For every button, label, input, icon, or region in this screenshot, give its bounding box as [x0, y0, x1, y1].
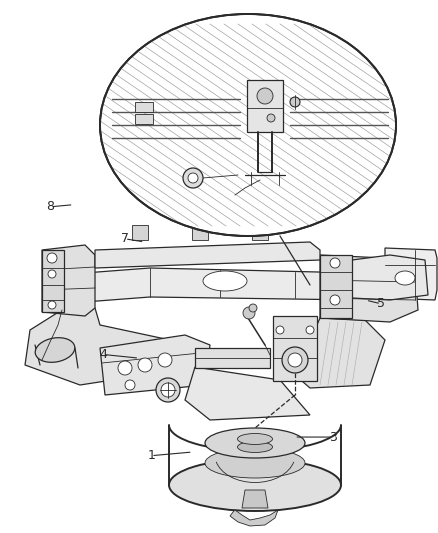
Ellipse shape — [237, 433, 272, 445]
Circle shape — [161, 383, 175, 397]
Polygon shape — [352, 255, 428, 300]
Circle shape — [288, 353, 302, 367]
Bar — [135, 102, 153, 112]
Circle shape — [282, 347, 308, 373]
Polygon shape — [192, 225, 208, 240]
Circle shape — [48, 270, 56, 278]
Polygon shape — [100, 335, 210, 395]
Polygon shape — [230, 510, 278, 526]
Ellipse shape — [205, 448, 305, 478]
Polygon shape — [42, 245, 95, 316]
Circle shape — [188, 173, 198, 183]
Text: 8: 8 — [46, 200, 54, 213]
Text: 7: 7 — [121, 232, 129, 245]
Circle shape — [118, 361, 132, 375]
Circle shape — [330, 258, 340, 268]
Text: 1: 1 — [147, 449, 155, 462]
Circle shape — [306, 326, 314, 334]
Ellipse shape — [237, 441, 272, 453]
Ellipse shape — [203, 271, 247, 291]
Polygon shape — [45, 268, 390, 305]
Ellipse shape — [100, 14, 396, 236]
Polygon shape — [385, 248, 437, 300]
Circle shape — [243, 307, 255, 319]
Circle shape — [183, 168, 203, 188]
Polygon shape — [185, 367, 310, 420]
Circle shape — [330, 295, 340, 305]
Circle shape — [138, 358, 152, 372]
Text: 4: 4 — [99, 348, 107, 361]
Text: 3: 3 — [329, 431, 337, 443]
Circle shape — [47, 253, 57, 263]
Ellipse shape — [169, 459, 341, 511]
Circle shape — [125, 380, 135, 390]
Bar — [135, 114, 153, 124]
Ellipse shape — [395, 271, 415, 285]
Ellipse shape — [35, 338, 75, 362]
Circle shape — [156, 378, 180, 402]
Polygon shape — [252, 225, 268, 240]
Polygon shape — [320, 255, 418, 322]
Bar — [247, 80, 283, 132]
Circle shape — [158, 353, 172, 367]
Polygon shape — [95, 242, 320, 268]
Bar — [273, 316, 317, 381]
Circle shape — [249, 304, 257, 312]
Polygon shape — [295, 318, 385, 388]
Text: 5: 5 — [377, 297, 385, 310]
Ellipse shape — [205, 428, 305, 458]
Polygon shape — [132, 225, 148, 240]
Circle shape — [267, 114, 275, 122]
Circle shape — [48, 301, 56, 309]
Circle shape — [276, 326, 284, 334]
Polygon shape — [242, 490, 268, 508]
Bar — [42, 250, 64, 312]
Polygon shape — [25, 308, 175, 385]
Circle shape — [290, 97, 300, 107]
Bar — [320, 255, 352, 318]
Circle shape — [257, 88, 273, 104]
Bar — [195, 348, 270, 368]
